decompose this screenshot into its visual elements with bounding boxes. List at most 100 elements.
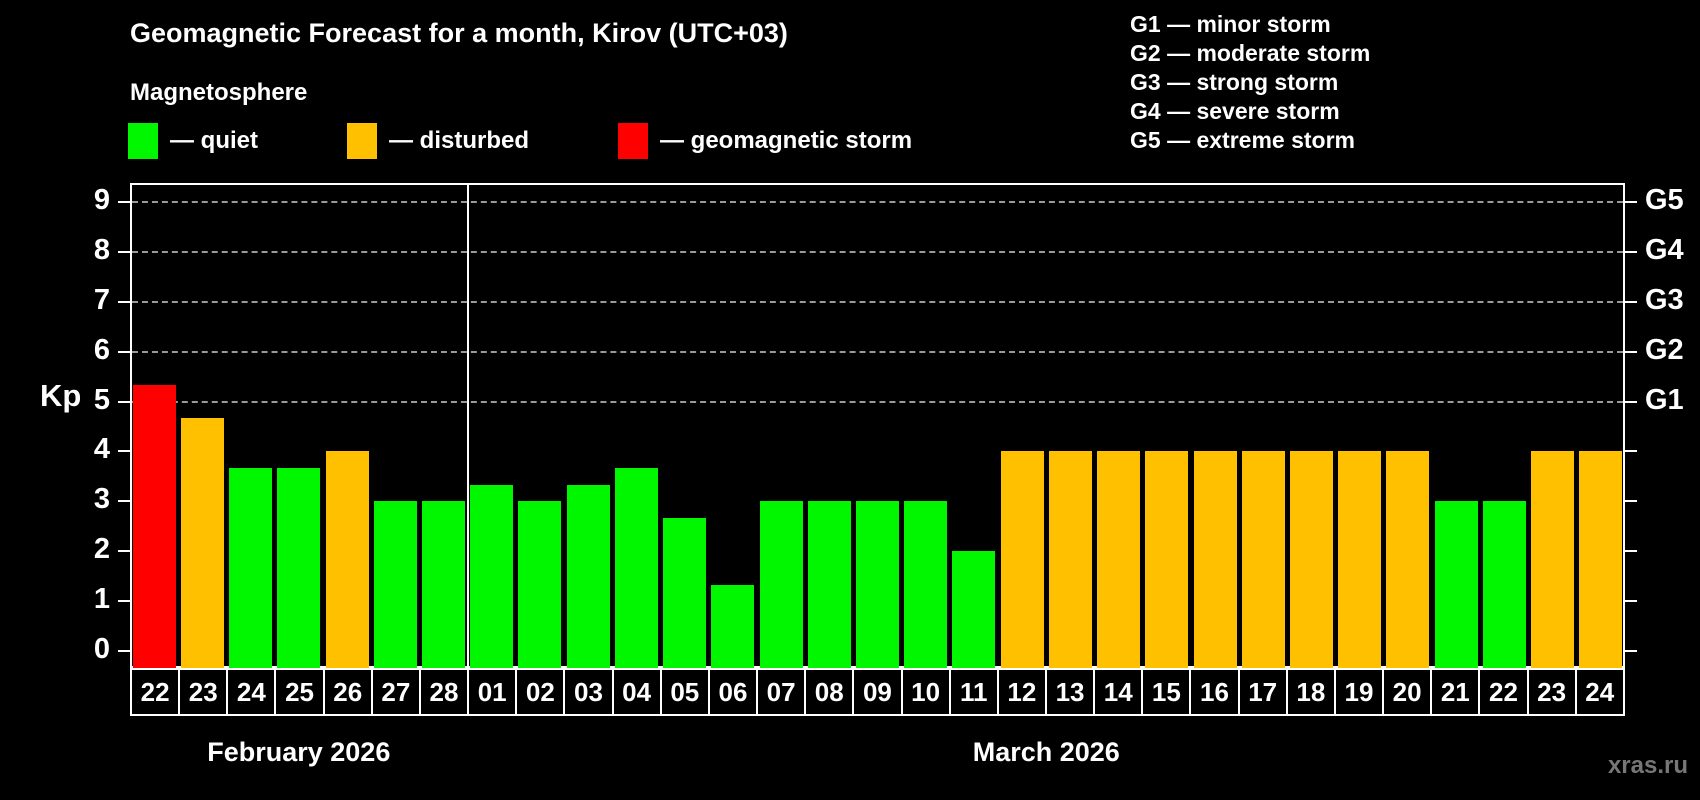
legend-label-quiet: — quiet	[170, 127, 258, 154]
y-axis-label-4: 4	[93, 433, 110, 466]
kp-bar-march-18	[1290, 451, 1334, 668]
right-tick-kp3	[1625, 500, 1637, 503]
right-axis-label-g3: G3	[1645, 283, 1684, 316]
kp-bar-march-12	[1000, 451, 1044, 668]
kp-bar-february-26	[325, 451, 369, 668]
kp-bar-march-24	[1579, 451, 1623, 668]
right-tick-kp8	[1625, 250, 1637, 253]
month-label-february: February 2026	[207, 737, 391, 767]
right-axis-label-g2: G2	[1645, 333, 1684, 366]
day-label: 26	[322, 668, 373, 716]
day-label: 05	[659, 668, 710, 716]
day-label: 15	[1141, 668, 1192, 716]
y-axis-label-8: 8	[93, 233, 110, 266]
kp-bar-march-20	[1386, 451, 1430, 668]
day-label: 17	[1237, 668, 1288, 716]
magnetosphere-subtitle: Magnetosphere	[130, 79, 308, 106]
legend-item-disturbed: — disturbed	[347, 122, 529, 160]
day-label: 13	[1044, 668, 1096, 716]
kp-bar-march-23	[1531, 451, 1575, 668]
storm-legend-line-3: G3 — strong storm	[1130, 69, 1339, 95]
legend-swatch-disturbed	[347, 123, 377, 159]
left-tick-kp5	[118, 400, 130, 403]
left-tick-kp7	[118, 300, 130, 303]
left-tick-kp4	[118, 450, 130, 453]
right-tick-kp5	[1625, 400, 1637, 403]
left-tick-kp2	[118, 550, 130, 553]
day-label: 07	[756, 668, 807, 716]
kp-bar-march-04	[614, 467, 658, 668]
day-label: 09	[852, 668, 903, 716]
y-axis-label-5: 5	[93, 383, 110, 416]
right-axis-label-g5: G5	[1645, 184, 1684, 216]
kp-bar-march-11	[952, 551, 996, 668]
y-axis-label-2: 2	[93, 533, 110, 566]
kp-bar-march-01	[470, 484, 514, 668]
kp-bar-march-06	[711, 584, 755, 668]
gridline-kp7	[132, 300, 1623, 303]
kp-bar-march-14	[1097, 451, 1141, 668]
kp-bar-march-19	[1338, 451, 1382, 668]
y-axis-label-9: 9	[93, 184, 110, 216]
left-tick-kp9	[118, 201, 130, 203]
y-axis-label-3: 3	[93, 483, 110, 516]
storm-legend-line-1: G1 — minor storm	[1130, 11, 1331, 37]
right-tick-kp7	[1625, 300, 1637, 303]
kp-bar-march-13	[1048, 451, 1092, 668]
day-label: 08	[804, 668, 855, 716]
day-label: 12	[996, 668, 1047, 716]
right-tick-kp1	[1625, 600, 1637, 603]
left-tick-kp1	[118, 600, 130, 603]
left-tick-kp3	[118, 500, 130, 503]
day-label: 27	[370, 668, 421, 716]
right-axis-label-g4: G4	[1645, 233, 1684, 266]
day-label: 02	[515, 668, 566, 716]
left-tick-kp8	[118, 250, 130, 253]
day-label: 11	[948, 668, 999, 716]
day-label: 22	[1478, 668, 1529, 716]
y-axis-label-6: 6	[93, 333, 110, 366]
left-tick-kp0	[118, 650, 130, 652]
day-label: 03	[563, 668, 614, 716]
gridline-kp5	[132, 400, 1623, 403]
right-tick-kp9	[1625, 201, 1637, 203]
day-label: 28	[418, 668, 470, 716]
right-tick-kp2	[1625, 550, 1637, 553]
month-divider	[466, 185, 469, 666]
kp-bar-march-05	[663, 517, 707, 668]
legend-item-quiet: — quiet	[128, 122, 258, 160]
y-axis-label-1: 1	[93, 583, 110, 616]
day-label: 01	[467, 668, 518, 716]
day-label: 10	[900, 668, 951, 716]
kp-bar-march-09	[856, 501, 899, 668]
legend-swatch-quiet	[128, 123, 158, 159]
y-axis-label-0: 0	[93, 633, 110, 665]
kp-bar-february-25	[277, 467, 321, 668]
kp-bar-march-17	[1241, 451, 1285, 668]
right-tick-kp0	[1625, 650, 1637, 652]
storm-legend-line-2: G2 — moderate storm	[1130, 40, 1371, 66]
kp-bar-february-22	[132, 385, 176, 668]
day-label: 16	[1189, 668, 1240, 716]
legend-swatch-storm	[618, 123, 648, 159]
kp-bar-march-22	[1482, 501, 1526, 668]
y-axis-label-7: 7	[93, 283, 110, 316]
storm-legend-line-4: G4 — severe storm	[1130, 98, 1340, 124]
storm-legend-line-5: G5 — extreme storm	[1130, 127, 1355, 153]
gridline-kp9	[132, 201, 1623, 203]
kp-bar-march-02	[518, 501, 562, 668]
kp-bar-february-28	[421, 501, 465, 668]
day-label: 22	[130, 668, 181, 716]
kp-bar-march-07	[759, 501, 803, 668]
day-label-row: 22 23 24 25 26 27 28 01 02 03 04 05 06 07 08 09 10 11 12 13…	[130, 668, 1625, 716]
day-label: 19	[1333, 668, 1385, 716]
day-label: 25	[274, 668, 325, 716]
kp-bar-february-27	[373, 501, 417, 668]
kp-bar-february-24	[229, 467, 273, 668]
month-label-march: March 2026	[972, 737, 1120, 767]
right-tick-kp4	[1625, 450, 1637, 453]
kp-bar-march-21	[1434, 501, 1478, 668]
legend-item-storm: — geomagnetic storm	[618, 122, 912, 160]
day-label: 23	[1526, 668, 1577, 716]
